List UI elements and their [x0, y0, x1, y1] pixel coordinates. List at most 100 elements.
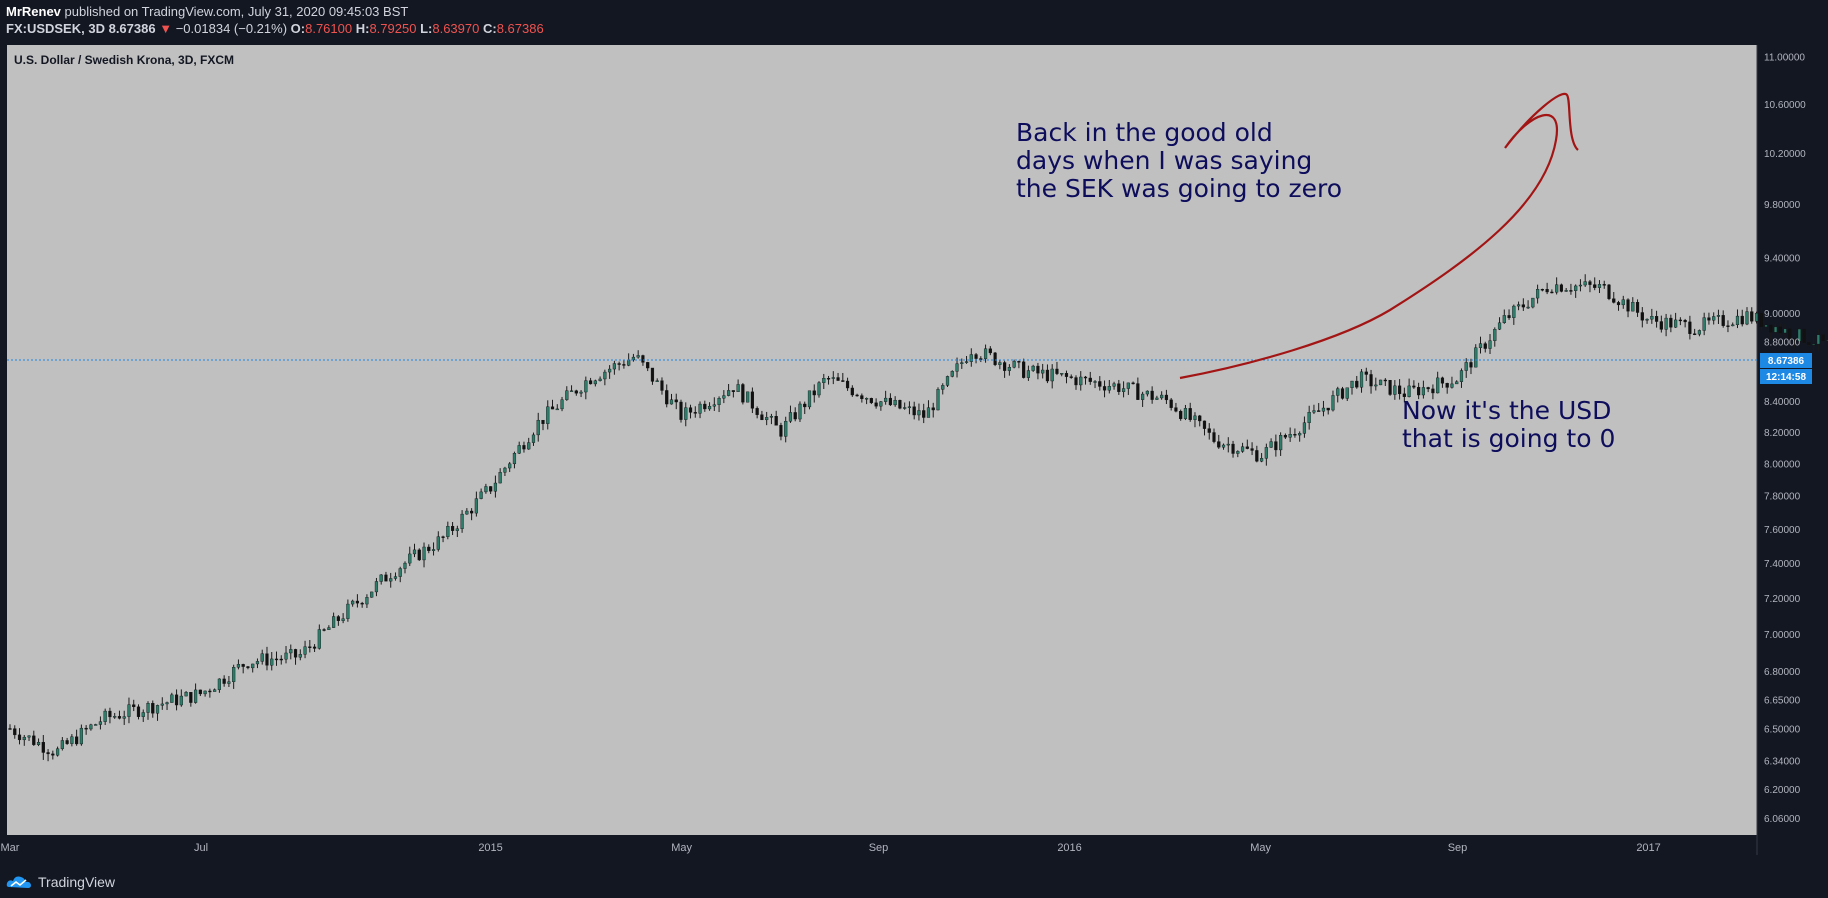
candle-body: [70, 736, 74, 744]
candle-body: [1531, 297, 1535, 308]
candle-body: [603, 371, 607, 380]
candle-body: [422, 546, 426, 561]
candle-body: [1302, 422, 1307, 434]
candle-body: [1055, 368, 1059, 374]
candle-body: [1083, 376, 1088, 379]
candle-body: [94, 724, 98, 726]
candle-body: [270, 658, 274, 666]
candle-body: [1064, 373, 1069, 377]
price-axis[interactable]: [1757, 45, 1828, 835]
candle-body: [393, 576, 398, 579]
candle-body: [303, 646, 307, 655]
candle-body: [1212, 432, 1216, 442]
candle-body: [113, 716, 117, 718]
footer-branding[interactable]: TradingView: [6, 874, 115, 890]
plot-area[interactable]: [7, 45, 1757, 835]
candle-body: [907, 406, 912, 408]
candle-body: [574, 390, 578, 394]
candle-body: [27, 735, 31, 738]
candle-body: [1731, 324, 1735, 327]
candle-body: [998, 362, 1002, 365]
y-axis-ticks: 11.00000 10.60000 10.20000 9.80000 9.40000 9.…: [1764, 53, 1806, 825]
y-tick-label: 11.00000: [1764, 53, 1805, 64]
candle-body: [465, 510, 469, 515]
candle-body: [251, 663, 255, 669]
candle-body: [1160, 394, 1164, 399]
candle-body: [646, 362, 650, 369]
candle-body: [1355, 380, 1359, 388]
candle-body: [265, 653, 269, 666]
x-tick-label: May: [1250, 842, 1271, 854]
candle-body: [1450, 383, 1454, 388]
annotation-usd: Now it's the USD that is going to 0: [1402, 396, 1615, 453]
y-tick-label: 9.40000: [1764, 253, 1801, 264]
candle-body: [155, 705, 160, 714]
candle-body: [1812, 343, 1816, 346]
candle-body: [236, 664, 241, 668]
candle-body: [1340, 388, 1345, 399]
y-tick-label: 6.06000: [1764, 814, 1801, 825]
candle-body: [13, 728, 17, 736]
candle-body: [1331, 395, 1335, 411]
candle-body: [232, 667, 236, 682]
candle-body: [1088, 377, 1092, 382]
candle-body: [793, 412, 797, 420]
candle-body: [555, 408, 559, 411]
candle-body: [484, 486, 488, 493]
candle-body: [117, 716, 122, 719]
candle-body: [174, 694, 179, 706]
candle-body: [508, 463, 512, 469]
candle-body: [945, 376, 950, 386]
candle-body: [1569, 290, 1573, 292]
candle-body: [498, 472, 502, 484]
author-name[interactable]: MrRenev: [6, 4, 61, 19]
candle-body: [812, 390, 816, 396]
candle-body: [408, 553, 412, 564]
candle-body: [474, 498, 478, 514]
candle-body: [917, 410, 921, 416]
candle-body: [1074, 377, 1078, 386]
y-tick-label: 7.80000: [1764, 492, 1801, 503]
candle-body: [1060, 373, 1064, 375]
candle-body: [1488, 340, 1492, 349]
candle-body: [170, 694, 174, 703]
candle-body: [612, 363, 616, 370]
candle-body: [1683, 320, 1687, 323]
candle-body: [455, 528, 459, 531]
time-axis[interactable]: [0, 835, 1828, 855]
candle-body: [950, 371, 954, 377]
header-publish-line: MrRenev published on TradingView.com, Ju…: [6, 4, 408, 19]
candle-body: [1635, 302, 1640, 313]
candle-body: [289, 649, 293, 654]
candle-body: [569, 390, 574, 392]
candle-body: [332, 616, 336, 628]
candle-body: [470, 510, 474, 514]
y-tick-label: 7.60000: [1764, 525, 1801, 536]
candle-body: [436, 536, 440, 550]
candle-body: [427, 546, 431, 551]
y-tick-label: 6.34000: [1764, 756, 1801, 767]
candle-body: [1516, 304, 1521, 307]
candle-body: [617, 363, 621, 365]
candle-body: [1769, 324, 1773, 333]
candle-body: [1559, 284, 1564, 292]
candle-body: [1754, 312, 1759, 322]
candle-body: [988, 348, 992, 354]
candle-body: [1093, 381, 1097, 383]
candle-body: [136, 706, 141, 717]
y-tick-label: 6.65000: [1764, 695, 1801, 706]
candle-body: [1659, 321, 1663, 330]
candle-body: [1526, 306, 1530, 309]
candle-body: [879, 401, 883, 407]
candle-body: [1050, 368, 1054, 382]
x-tick-label: May: [671, 842, 692, 854]
annotation-sek-line1: Back in the good old: [1016, 118, 1273, 147]
candle-body: [565, 390, 569, 400]
candle-body: [898, 399, 902, 409]
candle-body: [608, 368, 612, 373]
candle-body: [803, 403, 807, 408]
candle-body: [888, 397, 892, 406]
candle-body: [431, 549, 436, 551]
open-label: O:: [290, 21, 306, 36]
